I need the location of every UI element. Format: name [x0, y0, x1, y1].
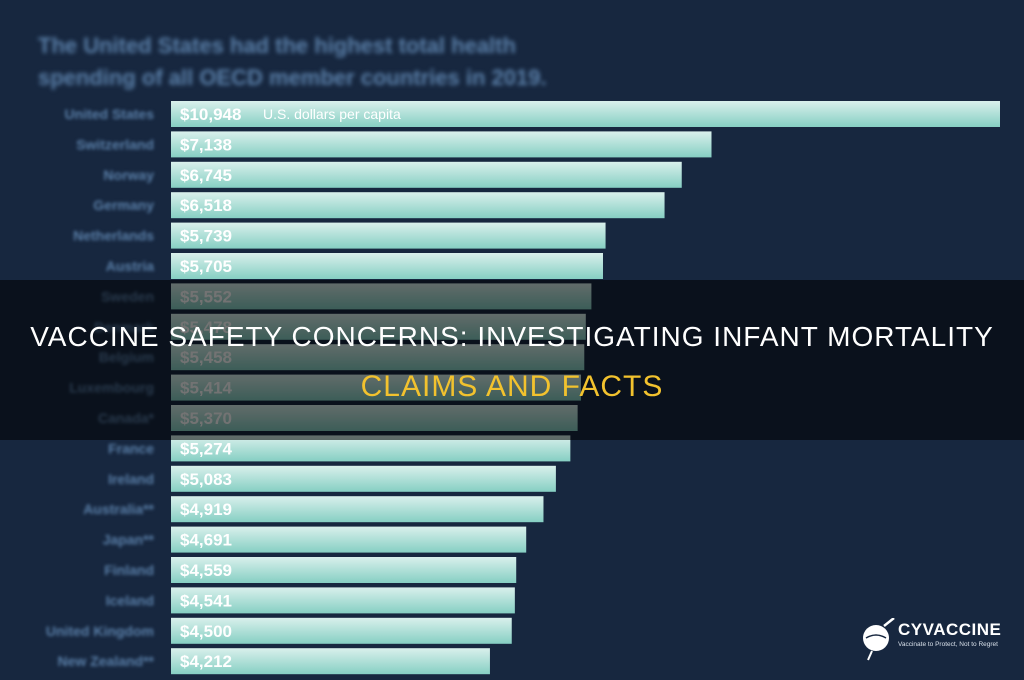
value-label: $4,500	[180, 622, 232, 641]
category-label: New Zealand**	[58, 653, 155, 669]
category-label: United Kingdom	[46, 623, 154, 639]
overlay-title-line2: CLAIMS AND FACTS	[360, 370, 664, 403]
category-label: Ireland	[108, 471, 154, 487]
category-label: Iceland	[106, 592, 154, 608]
bar-18	[171, 648, 490, 675]
category-label: Norway	[103, 167, 154, 183]
value-label: $4,559	[180, 561, 232, 580]
value-label: $5,274	[180, 439, 233, 458]
brand-logo: CYVACCINE Vaccinate to Protect, Not to R…	[860, 616, 1010, 664]
category-label: France	[108, 440, 154, 456]
value-label: $10,948	[180, 105, 241, 124]
bar-15	[171, 557, 517, 583]
category-label: Netherlands	[73, 228, 154, 244]
logo-name: CYVACCINE	[898, 620, 1002, 639]
bar-1	[171, 131, 712, 158]
value-label: $6,745	[180, 166, 232, 185]
category-label: Japan**	[103, 532, 155, 548]
category-label: Finland	[104, 562, 154, 578]
category-label: Germany	[93, 197, 154, 213]
value-label: $7,138	[180, 135, 232, 154]
value-label: $5,083	[180, 470, 232, 489]
bar-13	[171, 496, 544, 523]
title-overlay-band	[0, 280, 1024, 440]
category-label: Austria	[106, 258, 154, 274]
unit-label: U.S. dollars per capita	[263, 106, 401, 122]
bar-0	[171, 101, 1000, 127]
value-label: $4,919	[180, 500, 232, 519]
bar-14	[171, 526, 527, 553]
value-label: $4,691	[180, 531, 232, 550]
bar-17	[171, 617, 512, 644]
bar-4	[171, 222, 606, 249]
category-label: United States	[65, 106, 155, 122]
syringe-globe-icon	[863, 618, 895, 661]
value-label: $4,541	[180, 591, 232, 610]
overlay-title-line1: VACCINE SAFETY CONCERNS: INVESTIGATING I…	[30, 321, 994, 352]
bar-5	[171, 253, 603, 279]
category-label: Australia**	[83, 501, 154, 517]
bar-12	[171, 465, 556, 492]
bar-16	[171, 587, 515, 614]
category-label: Switzerland	[76, 136, 154, 152]
logo-tagline: Vaccinate to Protect, Not to Regret	[898, 641, 998, 648]
value-label: $5,739	[180, 227, 232, 246]
value-label: $6,518	[180, 196, 232, 215]
bar-3	[171, 192, 665, 219]
bar-2	[171, 161, 682, 188]
overlay-title: VACCINE SAFETY CONCERNS: INVESTIGATING I…	[0, 312, 1024, 412]
chart-title: The United States had the highest total …	[38, 33, 547, 90]
value-label: $5,705	[180, 257, 232, 276]
value-label: $4,212	[180, 652, 232, 671]
